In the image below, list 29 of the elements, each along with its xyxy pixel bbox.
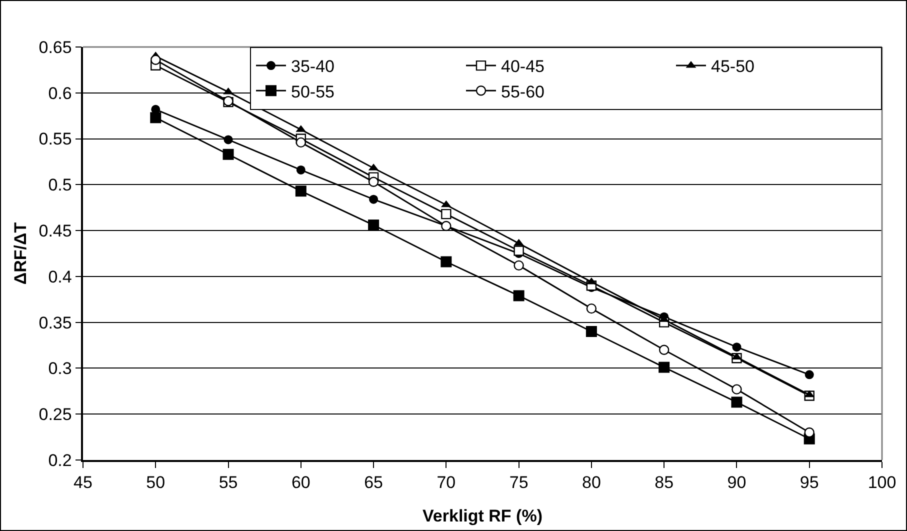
y-tick-label: 0.65 [38,38,72,57]
x-tick-label: 95 [800,473,819,492]
x-tick-label: 80 [582,473,601,492]
y-tick-label: 0.35 [38,313,72,332]
legend-label: 50-55 [291,82,334,102]
y-tick-label: 0.45 [38,222,72,241]
x-tick-label: 90 [727,473,746,492]
legend-label: 40-45 [501,57,544,76]
y-tick-label: 0.55 [38,130,72,149]
x-tick-label: 85 [654,473,674,492]
x-tick-label: 50 [146,473,166,492]
y-tick-label: 0.25 [38,405,72,424]
x-tick-label: 55 [218,473,238,492]
y-axis-title: ΔRF/ΔT [10,222,30,285]
x-tick-label: 45 [74,473,92,492]
legend-label: 55-60 [501,82,544,102]
x-axis-title: Verkligt RF (%) [422,506,542,526]
y-tick-label: 0.2 [48,450,72,470]
legend-label: 35-40 [291,57,334,76]
x-tick-label: 70 [436,473,456,492]
y-tick-label: 0.4 [48,267,72,286]
y-tick-label: 0.5 [48,176,72,195]
y-tick-label: 0.3 [48,359,72,378]
x-tick-label: 100 [868,473,896,492]
x-tick-label: 65 [364,473,384,492]
legend-label: 45-50 [711,57,754,76]
x-tick-label: 60 [291,473,310,492]
x-tick-label: 75 [509,473,528,492]
y-tick-label: 0.6 [48,84,72,103]
